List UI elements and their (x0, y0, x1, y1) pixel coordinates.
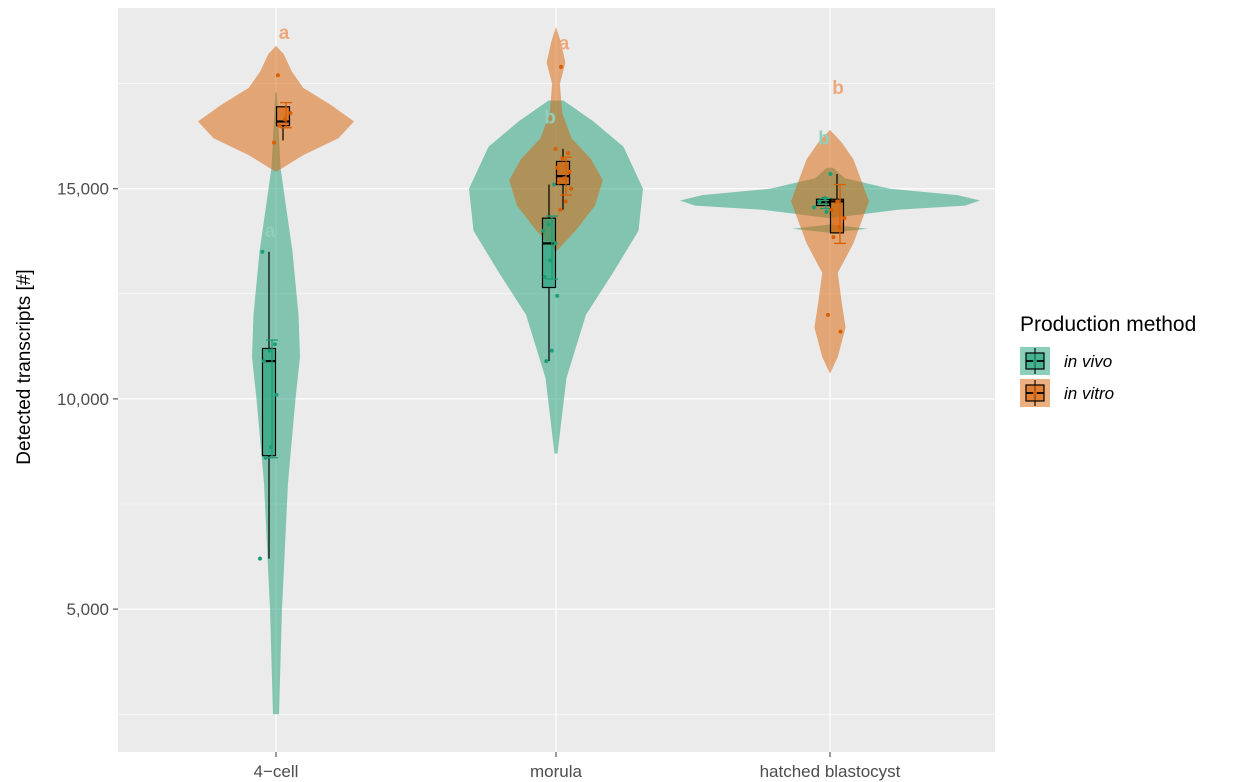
significance-letter: b (818, 128, 830, 149)
data-point (842, 216, 847, 221)
significance-letter: b (832, 78, 844, 99)
data-point (828, 172, 833, 177)
data-point (542, 275, 547, 280)
data-point (282, 117, 287, 122)
data-point (566, 151, 571, 156)
legend-key-point (1033, 359, 1037, 363)
data-point (836, 224, 841, 229)
data-point (558, 207, 563, 212)
y-tick-label: 10,000 (57, 390, 109, 409)
data-point (567, 169, 572, 174)
data-point (556, 180, 561, 185)
legend-key-point (1033, 391, 1037, 395)
violin-in_vitro (509, 26, 603, 252)
data-point (560, 157, 565, 162)
legend-title: Production method (1020, 313, 1196, 336)
data-point (277, 123, 282, 128)
data-point (831, 235, 836, 240)
data-point (835, 199, 840, 204)
significance-letter: a (559, 34, 570, 55)
data-point (555, 293, 560, 298)
data-point (275, 73, 280, 78)
data-point (826, 312, 830, 317)
data-point (267, 348, 272, 353)
data-point (829, 207, 834, 212)
axes: 5,000 10,000 15,000 4−cell morula hatched bla… (57, 180, 901, 781)
data-point (260, 249, 265, 254)
data-point (544, 359, 549, 364)
data-point (553, 241, 558, 246)
x-tick-label: 4−cell (254, 762, 299, 781)
violin-in_vitro (791, 129, 869, 374)
data-point (548, 258, 553, 263)
data-point (552, 182, 557, 187)
legend-label-in_vivo: in vivo (1064, 352, 1112, 371)
x-tick-label: morula (530, 762, 583, 781)
data-point (812, 205, 816, 210)
data-point (272, 342, 277, 347)
data-point (272, 140, 276, 145)
significance-letter: a (279, 23, 290, 44)
data-point (822, 195, 827, 200)
y-tick-label: 5,000 (66, 600, 109, 619)
legend-label-in_vitro: in vitro (1064, 384, 1114, 403)
x-tick-label: hatched blastocyst (760, 762, 901, 781)
data-point (274, 392, 279, 397)
data-point (553, 146, 558, 151)
box (829, 198, 845, 234)
data-point (268, 445, 273, 450)
significance-letter: b (544, 107, 556, 128)
data-point (563, 199, 568, 204)
y-tick-label: 15,000 (57, 180, 109, 199)
y-axis-title: Detected transcripts [#] (14, 269, 35, 464)
data-point (569, 186, 574, 191)
data-point (559, 64, 564, 69)
data-point (263, 455, 268, 460)
data-point (562, 176, 567, 181)
box (261, 347, 277, 457)
data-point (838, 329, 843, 334)
data-point (261, 359, 266, 364)
data-point (541, 228, 546, 233)
data-point (555, 165, 560, 170)
data-point (824, 209, 829, 214)
data-point (546, 222, 551, 227)
box (275, 106, 291, 127)
data-point (258, 556, 262, 561)
data-point (817, 199, 822, 204)
data-point (549, 348, 554, 353)
significance-letter: a (265, 221, 276, 242)
data-point (288, 111, 293, 116)
legend: Production method in vivo in vitro (1020, 313, 1196, 407)
chart-marks: a b b a a b (198, 23, 980, 715)
